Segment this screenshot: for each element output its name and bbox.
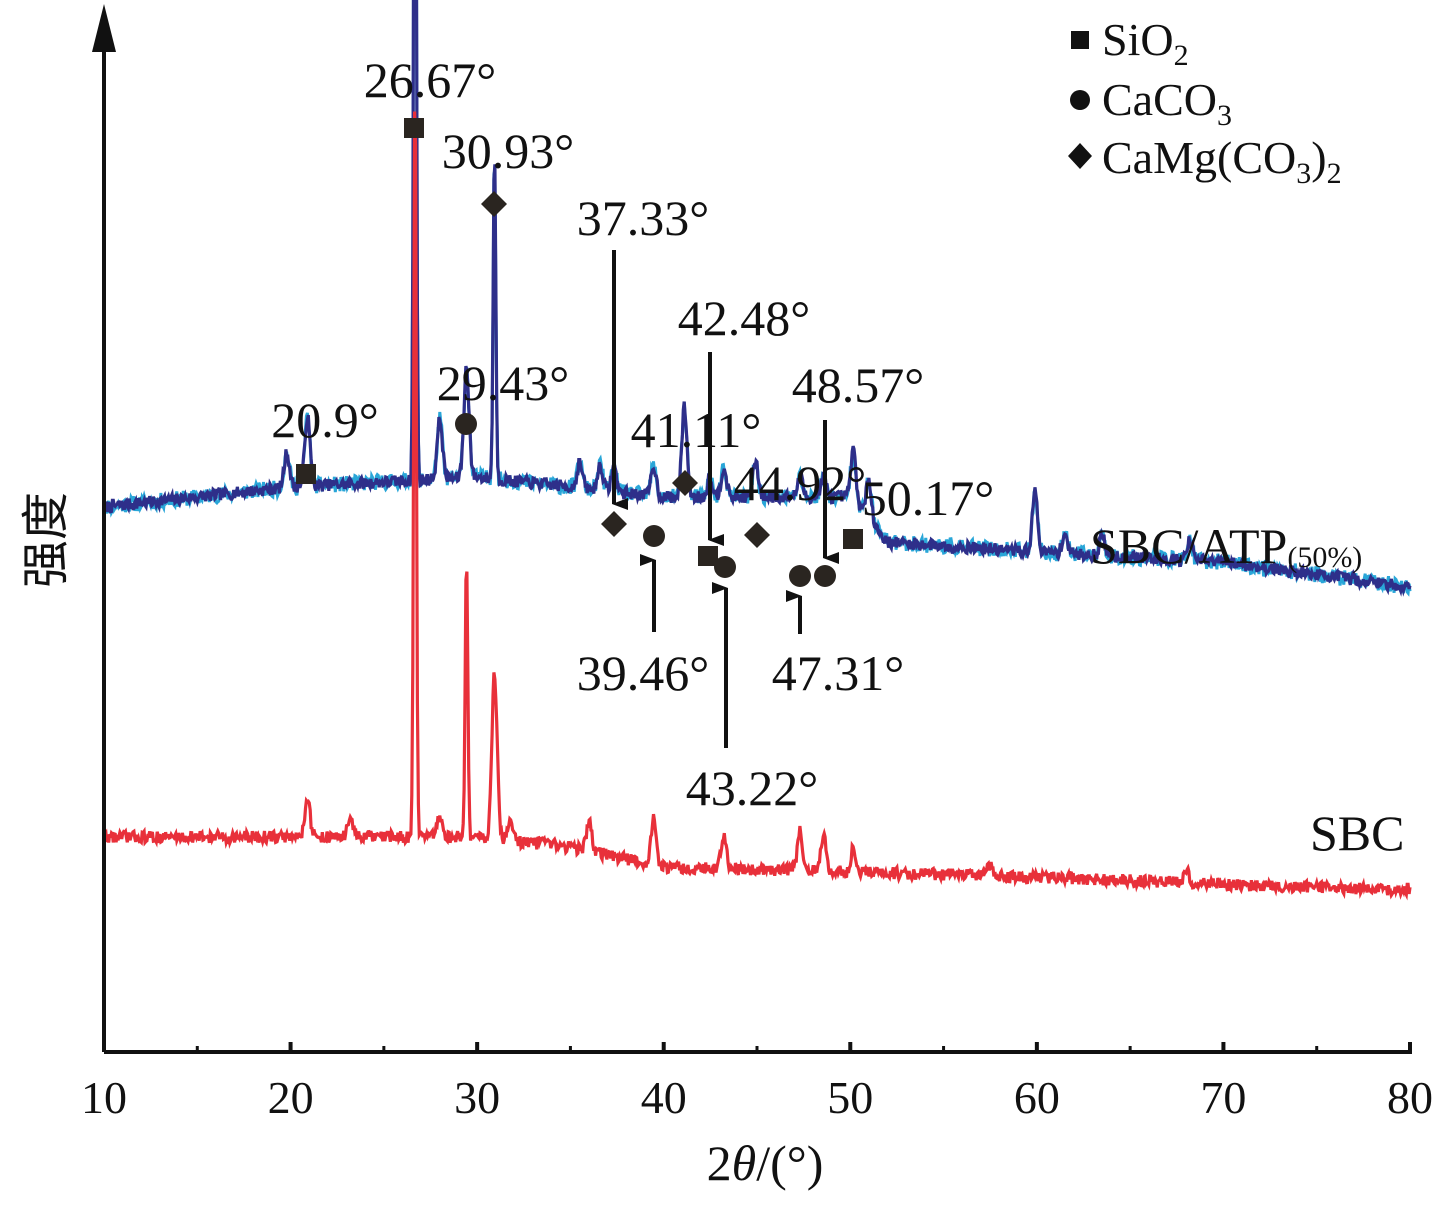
peak-circle-marker-48-57	[814, 565, 836, 587]
series-layer	[102, 0, 1412, 901]
peak-label-42-48: 42.48°	[678, 290, 811, 346]
peak-label-50-17: 50.17°	[862, 470, 995, 526]
peak-annotations: 20.9° 26.67° 29.43° 30.93°37.33° 39.46° 41.11…	[271, 52, 994, 816]
legend-circle-icon	[1070, 90, 1090, 110]
peak-label-39-46: 39.46°	[577, 645, 710, 701]
x-tick-label-40: 40	[641, 1072, 687, 1123]
legend-label-camg: CaMg(CO3)2	[1102, 132, 1342, 190]
x-tick-label-30: 30	[454, 1072, 500, 1123]
x-tick-label-50: 50	[827, 1072, 873, 1123]
x-tick-label-80: 80	[1387, 1072, 1433, 1123]
series-label-sbc-atp: SBC/ATP(50%)	[1090, 518, 1362, 574]
legend-label-caco3: CaCO3	[1102, 74, 1232, 132]
peak-label-44-92: 44.92°	[734, 455, 867, 511]
series-line-sbc-atp	[102, 0, 1412, 597]
peak-square-marker-50-17	[843, 529, 863, 549]
series-line-sbc	[102, 111, 1412, 901]
x-axis-title: 2θ/(°)	[707, 1135, 824, 1191]
x-tick-label-10: 10	[81, 1072, 127, 1123]
legend-diamond-icon	[1068, 143, 1092, 169]
peak-label-48-57: 48.57°	[792, 357, 925, 413]
x-tick-label-20: 20	[268, 1072, 314, 1123]
x-ticks: 10 20 30 40 50 60 70 80	[81, 1042, 1433, 1123]
legend-square-icon	[1071, 31, 1089, 49]
peak-square-marker-26-67	[404, 118, 424, 138]
peak-diamond-marker-41-11	[672, 470, 698, 496]
x-tick-label-70: 70	[1200, 1072, 1246, 1123]
legend-label-sio2: SiO2	[1102, 14, 1189, 72]
series-label-sbc: SBC	[1310, 805, 1405, 861]
peak-label-43-22: 43.22°	[686, 760, 819, 816]
peak-circle-marker-43-22	[714, 556, 736, 578]
y-axis-title: 强度	[18, 492, 74, 588]
peak-circle-marker-29-43	[455, 413, 477, 435]
peak-square-marker-20-9	[296, 464, 316, 484]
peak-diamond-marker-37-33	[601, 511, 627, 537]
x-tick-label-60: 60	[1014, 1072, 1060, 1123]
peak-label-20-9: 20.9°	[271, 392, 379, 448]
peak-label-26-67: 26.67°	[364, 52, 497, 108]
peak-label-30-93: 30.93°	[442, 123, 575, 179]
peak-label-41-11: 41.11°	[631, 402, 762, 458]
peak-square-marker-42-48	[698, 546, 718, 566]
peak-label-37-33: 37.33°	[577, 190, 710, 246]
peak-label-47-31: 47.31°	[772, 645, 905, 701]
peak-circle-marker-39-46	[643, 525, 665, 547]
peak-diamond-marker-30-93	[481, 191, 507, 217]
y-axis-arrow-icon	[92, 4, 116, 52]
peak-diamond-marker-44-92	[744, 522, 770, 548]
peak-label-29-43: 29.43°	[437, 355, 570, 411]
legend: SiO2 CaCO3 CaMg(CO3)2	[1068, 14, 1342, 190]
peak-circle-marker-47-31	[789, 565, 811, 587]
